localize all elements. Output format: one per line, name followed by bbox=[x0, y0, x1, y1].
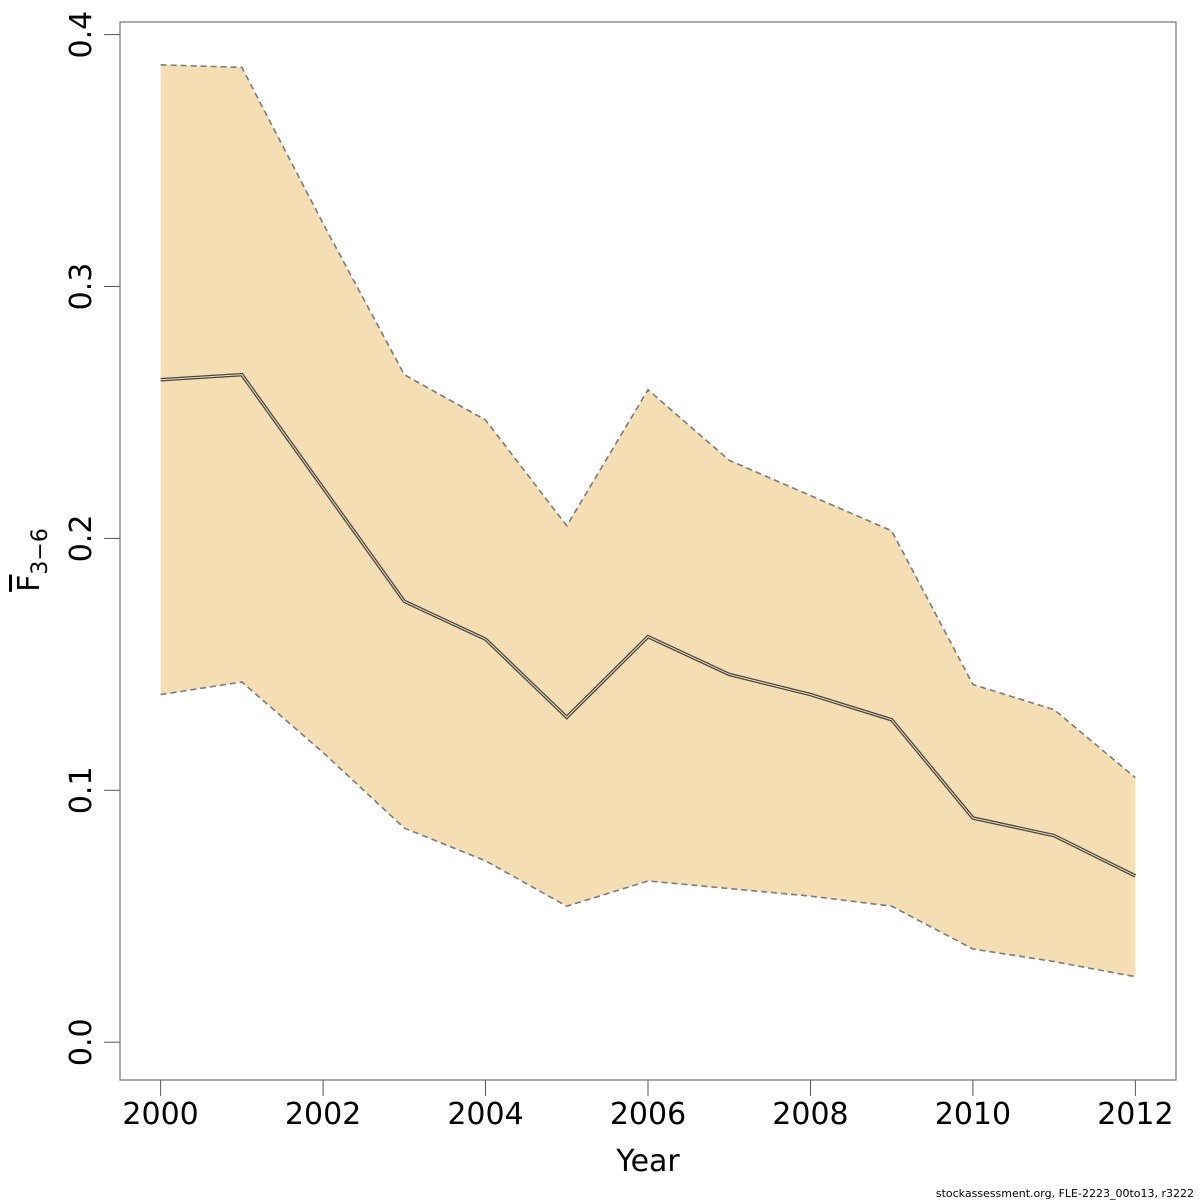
series-line-layer bbox=[160, 64, 1137, 978]
confidence-band bbox=[160, 64, 1136, 977]
svg-text:F3−6: F3−6 bbox=[12, 528, 53, 592]
y-tick-label: 0.2 bbox=[64, 515, 99, 563]
x-tick-label: 2002 bbox=[285, 1097, 361, 1132]
x-tick-label: 2012 bbox=[1097, 1097, 1173, 1132]
x-tick-label: 2008 bbox=[772, 1097, 848, 1132]
x-tick-label: 2000 bbox=[122, 1097, 198, 1132]
y-tick-label: 0.0 bbox=[64, 1018, 99, 1066]
lower-bound-line bbox=[160, 681, 1136, 978]
y-axis-title-main: F bbox=[12, 575, 47, 592]
x-axis: 2000 2002 2004 2006 2008 2010 2012 bbox=[122, 1079, 1174, 1132]
x-tick-label: 2006 bbox=[610, 1097, 686, 1132]
x-tick-label: 2010 bbox=[935, 1097, 1011, 1132]
y-tick-label: 0.3 bbox=[64, 263, 99, 311]
y-axis: 0.0 0.1 0.2 0.3 0.4 bbox=[64, 11, 121, 1066]
y-tick-label: 0.1 bbox=[64, 766, 99, 814]
footer-note: stockassessment.org, FLE-2223_00to13, r3… bbox=[936, 1187, 1194, 1200]
y-tick-label: 0.4 bbox=[64, 11, 99, 59]
y-axis-title: F3−6 bbox=[12, 528, 53, 592]
x-tick-label: 2004 bbox=[447, 1097, 523, 1132]
confidence-band-layer bbox=[160, 64, 1136, 977]
estimate-line-inner bbox=[160, 374, 1136, 877]
upper-bound-line bbox=[160, 64, 1136, 779]
y-axis-title-subscript: 3−6 bbox=[28, 528, 53, 574]
x-axis-title: Year bbox=[615, 1144, 680, 1179]
